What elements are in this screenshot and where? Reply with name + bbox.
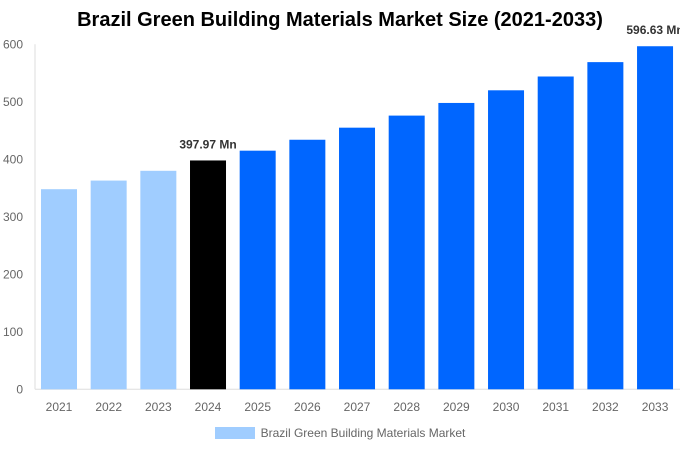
bar (239, 150, 276, 390)
data-label: 596.63 Mn (626, 23, 680, 37)
bar (190, 160, 227, 390)
bar (140, 170, 177, 390)
x-tick-label: 2025 (244, 400, 271, 414)
x-tick-label: 2026 (294, 400, 321, 414)
x-tick-label: 2032 (592, 400, 619, 414)
x-tick-label: 2021 (46, 400, 73, 414)
bar (41, 189, 77, 390)
bar (90, 180, 127, 390)
x-tick-label: 2033 (642, 400, 669, 414)
legend: Brazil Green Building Materials Market (0, 426, 680, 440)
x-tick-label: 2031 (542, 400, 569, 414)
x-tick-label: 2024 (195, 400, 222, 414)
bar (637, 46, 674, 390)
bar (388, 115, 425, 390)
bar (488, 90, 525, 390)
y-tick-label: 600 (3, 37, 23, 51)
y-tick-label: 400 (3, 152, 23, 166)
y-tick-label: 500 (3, 95, 23, 109)
bar (587, 62, 624, 390)
data-label: 397.97 Mn (179, 137, 236, 151)
y-tick-label: 300 (3, 210, 23, 224)
y-tick-label: 200 (3, 267, 23, 281)
chart-title: Brazil Green Building Materials Market S… (77, 9, 603, 31)
x-tick-label: 2027 (344, 400, 371, 414)
y-tick-label: 100 (3, 325, 23, 339)
bar (537, 76, 574, 390)
legend-swatch (214, 427, 255, 439)
y-tick-label: 0 (16, 382, 23, 396)
x-tick-label: 2028 (393, 400, 420, 414)
bar (438, 102, 475, 390)
x-tick-label: 2030 (493, 400, 520, 414)
bar (339, 127, 376, 390)
x-tick-label: 2029 (443, 400, 470, 414)
x-tick-label: 2022 (95, 400, 122, 414)
legend-label: Brazil Green Building Materials Market (260, 426, 466, 440)
bar (289, 139, 326, 390)
x-tick-label: 2023 (145, 400, 172, 414)
